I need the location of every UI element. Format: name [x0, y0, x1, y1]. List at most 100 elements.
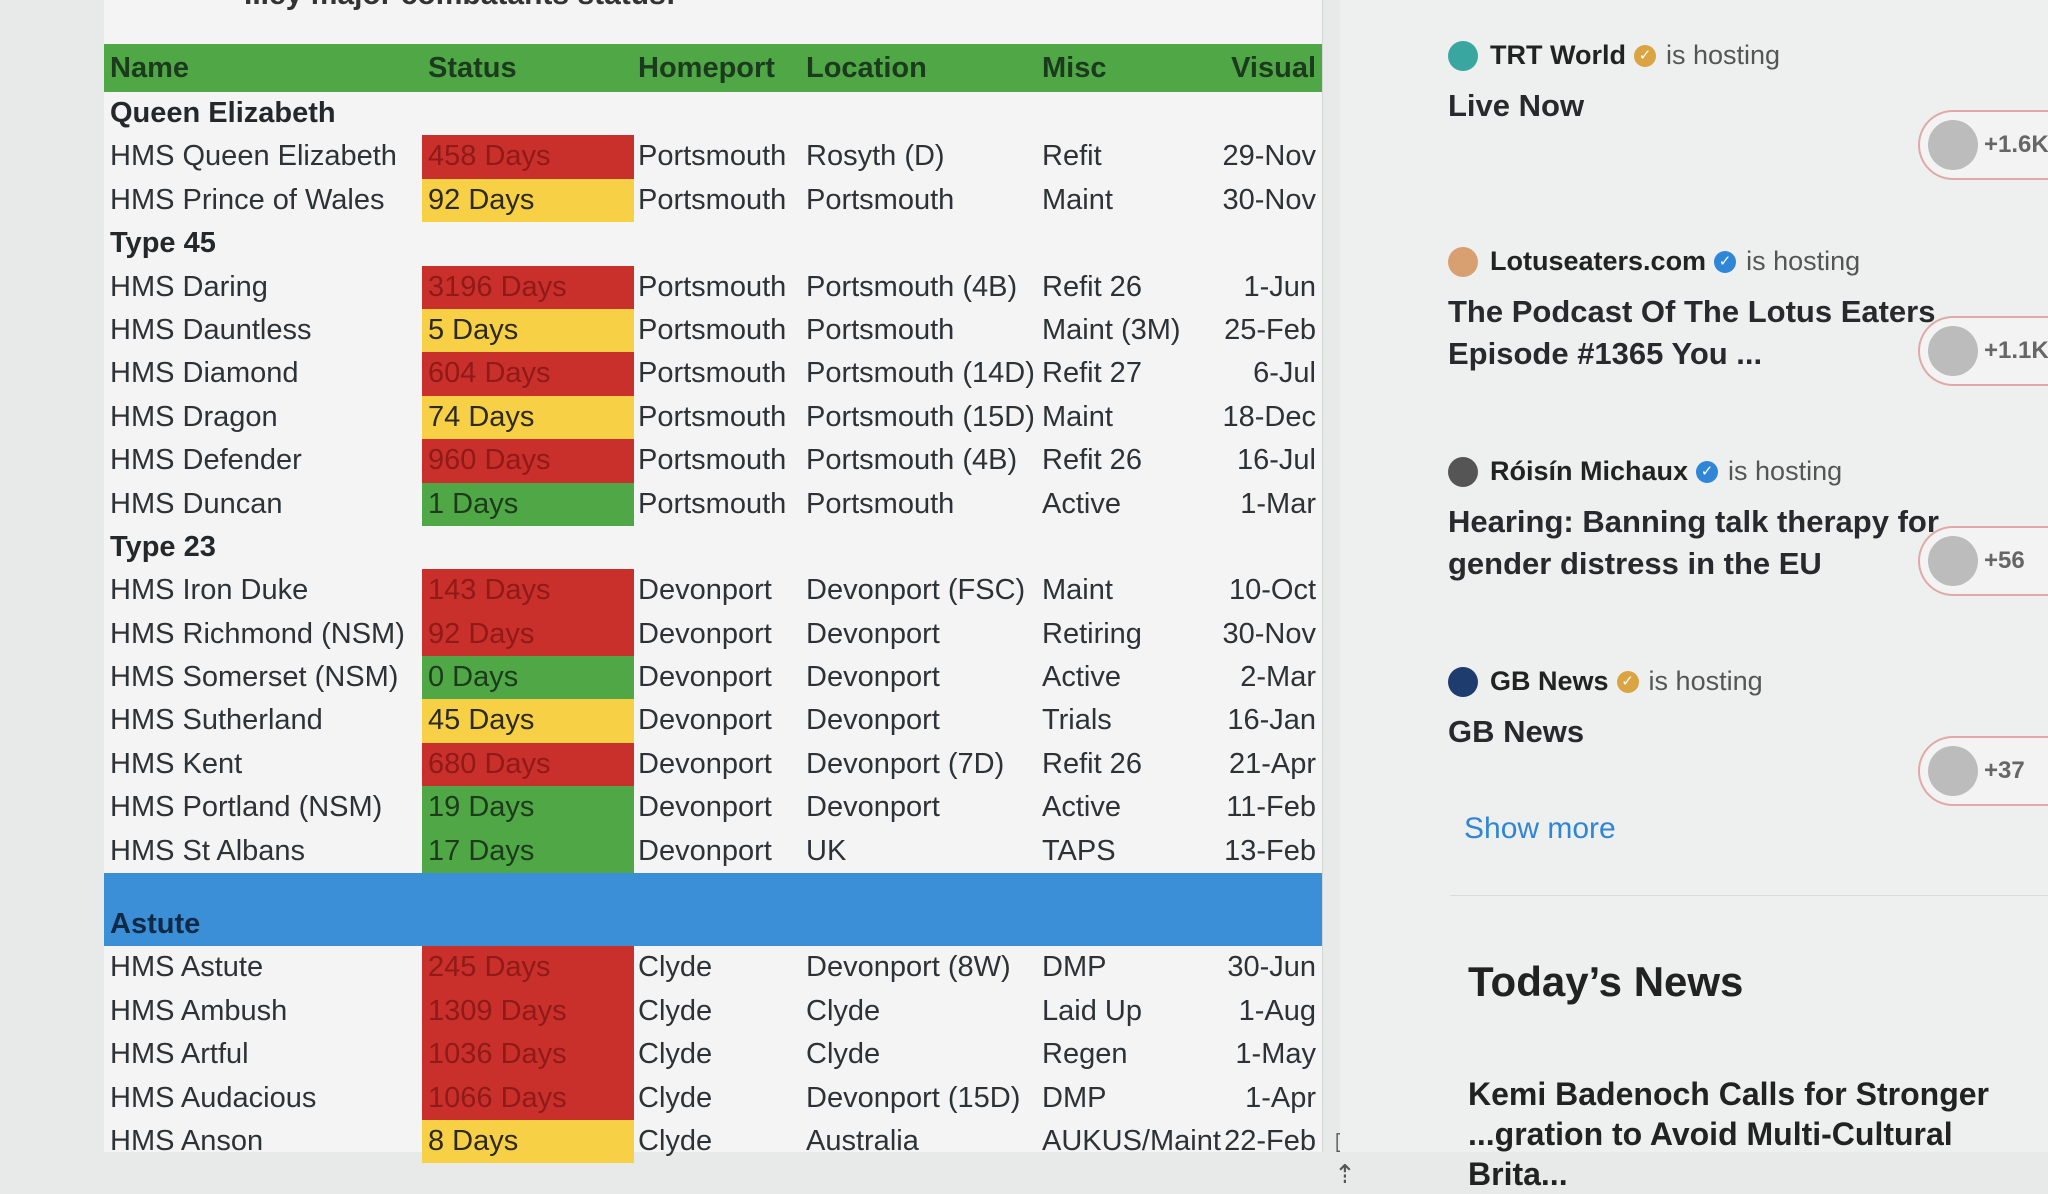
ship-name: HMS Dragon — [110, 400, 278, 433]
misc-cell: Regen — [1042, 1038, 1128, 1071]
table-row[interactable]: HMS Somerset (NSM) 0 Days Devonport Devonpo… — [104, 656, 1322, 700]
host-name[interactable]: Róisín Michaux — [1490, 456, 1689, 486]
column-header-visual[interactable]: Visual — [1231, 52, 1316, 84]
location-cell: Devonport — [806, 617, 940, 650]
table-row[interactable]: HMS Queen Elizabeth 458 Days Portsmouth Ros… — [104, 135, 1322, 179]
homeport-cell: Devonport — [638, 791, 772, 824]
status-days-cell: 1309 Days — [422, 989, 634, 1034]
listener-avatar — [1928, 536, 1978, 586]
space-title[interactable]: Hearing: Banning talk therapy for gender… — [1448, 504, 1939, 581]
misc-cell: Maint — [1042, 400, 1113, 433]
section-separator-bar — [104, 873, 1322, 904]
table-row[interactable]: HMS Ambush 1309 Days Clyde Clyde Laid Up 1-Au… — [104, 989, 1322, 1034]
column-header-misc[interactable]: Misc — [1042, 52, 1107, 84]
group-header-row[interactable]: Astute — [104, 903, 1322, 947]
misc-cell: Laid Up — [1042, 994, 1142, 1027]
table-row[interactable]: HMS Dragon 74 Days Portsmouth Portsmouth (1… — [104, 395, 1322, 440]
group-name: Queen Elizabeth — [110, 97, 336, 129]
table-row[interactable]: HMS Prince of Wales 92 Days Portsmouth Port… — [104, 178, 1322, 223]
live-space-item[interactable]: Róisín Michaux ✓ is hosting Hearing: Bannin… — [1448, 456, 2008, 585]
host-avatar[interactable] — [1448, 456, 1478, 487]
verified-badge-icon: ✓ — [1696, 460, 1719, 483]
location-cell: Portsmouth — [806, 183, 955, 216]
status-days-cell: 960 Days — [422, 439, 634, 483]
host-name[interactable]: TRT World — [1490, 40, 1626, 70]
table-row[interactable]: HMS Daring 3196 Days Portsmouth Portsmouth … — [104, 265, 1322, 309]
misc-cell: Maint — [1042, 183, 1113, 216]
table-caption: ...ey major combatants status: — [244, 0, 676, 12]
misc-cell: Maint — [1042, 574, 1113, 607]
visual-date-cell: 30-Nov — [1222, 183, 1317, 216]
status-days-cell: 680 Days — [422, 742, 634, 787]
column-header-status[interactable]: Status — [428, 52, 517, 84]
table-row[interactable]: HMS Sutherland 45 Days Devonport Devonport T… — [104, 699, 1322, 743]
ship-name: HMS St Albans — [110, 834, 306, 867]
show-more-link[interactable]: Show more — [1464, 812, 1616, 845]
column-header-homeport[interactable]: Homeport — [638, 52, 775, 84]
location-cell: Clyde — [806, 994, 881, 1027]
homeport-cell: Portsmouth — [638, 444, 787, 477]
misc-cell: Active — [1042, 661, 1121, 694]
verified-badge-icon: ✓ — [1616, 670, 1639, 693]
location-cell: Devonport (8W) — [806, 951, 1011, 984]
homeport-cell: Devonport — [638, 834, 772, 867]
live-space-item[interactable]: GB News ✓ is hosting GB News — [1448, 666, 2008, 753]
visual-date-cell: 1-May — [1235, 1038, 1316, 1071]
column-header-location[interactable]: Location — [806, 52, 927, 84]
space-title[interactable]: GB News — [1448, 714, 1585, 749]
ship-name: HMS Diamond — [110, 357, 299, 390]
ship-name: HMS Dauntless — [110, 313, 312, 346]
table-row[interactable]: HMS Kent 680 Days Devonport Devonport (7D) R… — [104, 742, 1322, 787]
listener-count-pill[interactable]: +1.1K — [1918, 316, 2048, 386]
visual-date-cell: 1-Aug — [1238, 994, 1316, 1027]
status-days-cell: 92 Days — [422, 178, 634, 223]
listener-count-pill[interactable]: +56 — [1918, 526, 2048, 596]
location-cell: Portsmouth (15D) — [806, 400, 1035, 433]
live-space-item[interactable]: TRT World ✓ is hosting Live Now — [1448, 40, 2008, 127]
table-row[interactable]: HMS Artful 1036 Days Clyde Clyde Regen 1-May — [104, 1033, 1322, 1077]
table-row[interactable]: HMS St Albans 17 Days Devonport UK TAPS 13-Fe… — [104, 829, 1322, 874]
table-row[interactable]: HMS Audacious 1066 Days Clyde Devonport (15… — [104, 1076, 1322, 1120]
table-row[interactable]: HMS Anson 8 Days Clyde Australia AUKUS/Maint… — [104, 1119, 1322, 1164]
misc-cell: Retiring — [1042, 617, 1142, 650]
homeport-cell: Clyde — [638, 1038, 713, 1071]
live-space-item[interactable]: Lotuseaters.com ✓ is hosting The Podcast Of… — [1448, 246, 2008, 375]
table-row[interactable]: HMS Defender 960 Days Portsmouth Portsmouth… — [104, 439, 1322, 483]
misc-cell: DMP — [1042, 951, 1107, 984]
verified-badge-icon: ✓ — [1633, 44, 1656, 67]
table-row[interactable]: HMS Diamond 604 Days Portsmouth Portsmouth … — [104, 352, 1322, 396]
column-header-name[interactable]: Name — [110, 52, 189, 84]
status-days-cell: 1066 Days — [422, 1076, 634, 1120]
visual-date-cell: 1-Jun — [1243, 270, 1316, 303]
listener-count-pill[interactable]: +1.6K — [1918, 110, 2048, 180]
visual-date-cell: 22-Feb — [1224, 1124, 1316, 1157]
host-name[interactable]: GB News — [1490, 666, 1609, 696]
location-cell: Clyde — [806, 1038, 881, 1071]
space-title[interactable]: Live Now — [1448, 88, 1585, 123]
group-header-row[interactable]: Type 23 — [104, 526, 1322, 569]
group-header-row[interactable]: Type 45 — [104, 222, 1322, 265]
table-row[interactable]: HMS Astute 245 Days Clyde Devonport (8W) DMP… — [104, 946, 1322, 990]
status-days-cell: 245 Days — [422, 946, 634, 990]
group-header-row[interactable]: Queen Elizabeth — [104, 92, 1322, 135]
visual-date-cell: 25-Feb — [1224, 313, 1316, 346]
listener-count-pill[interactable]: +37 — [1918, 736, 2048, 806]
visual-date-cell: 21-Apr — [1228, 747, 1316, 780]
group-name: Type 23 — [110, 530, 216, 563]
table-row[interactable]: HMS Duncan 1 Days Portsmouth Portsmouth Acti… — [104, 482, 1322, 526]
news-headline[interactable]: Kemi Badenoch Calls for Stronger ...grat… — [1468, 1076, 1989, 1192]
misc-cell: AUKUS/Maint — [1042, 1124, 1221, 1157]
table-row[interactable]: HMS Richmond (NSM) 92 Days Devonport Devonp… — [104, 612, 1322, 657]
visual-date-cell: 1-Mar — [1240, 487, 1316, 520]
misc-cell: TAPS — [1042, 834, 1116, 867]
table-row[interactable]: HMS Dauntless 5 Days Portsmouth Portsmouth M… — [104, 308, 1322, 353]
space-title[interactable]: The Podcast Of The Lotus Eaters Episode … — [1448, 294, 1936, 371]
host-avatar[interactable] — [1448, 40, 1478, 71]
host-name[interactable]: Lotuseaters.com — [1490, 246, 1707, 276]
host-avatar[interactable] — [1448, 246, 1478, 277]
ship-name: HMS Audacious — [110, 1081, 317, 1114]
table-row[interactable]: HMS Portland (NSM) 19 Days Devonport Devonp… — [104, 786, 1322, 830]
table-row[interactable]: HMS Iron Duke 143 Days Devonport Devonport … — [104, 569, 1322, 613]
host-avatar[interactable] — [1448, 666, 1478, 697]
ship-name: HMS Kent — [110, 747, 243, 780]
